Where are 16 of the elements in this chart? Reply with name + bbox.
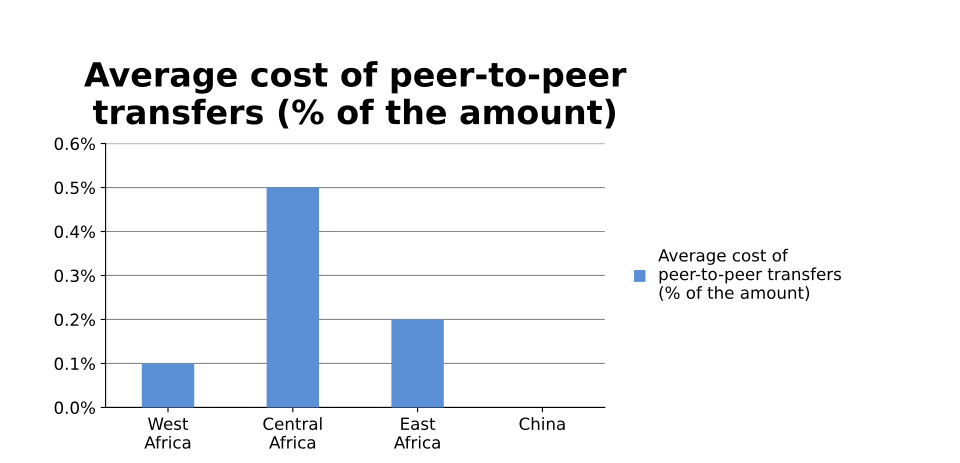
bar (391, 319, 444, 408)
x-tick-label: Central Africa (263, 417, 322, 449)
x-tick-label: China (520, 417, 565, 430)
chart-title: Average cost of peer-to-peer transfers (% of the amount) (84, 61, 626, 128)
x-tick-label: East Africa (394, 418, 440, 449)
y-tick-label: 0.2% (54, 313, 95, 326)
legend-label: Average cost of peer-to-peer transfers (% of the amount) (658, 248, 841, 301)
bar (266, 188, 320, 408)
y-tick-label: 0.6% (54, 137, 95, 150)
bar (142, 363, 194, 408)
y-tick-label: 0.3% (54, 269, 95, 282)
y-tick-label: 0.5% (54, 181, 95, 194)
y-tick-label: 0.1% (54, 357, 95, 370)
y-tick-label: 0.0% (54, 401, 95, 414)
y-tick-label: 0.4% (54, 225, 95, 238)
x-tick-label: West Africa (144, 418, 190, 449)
